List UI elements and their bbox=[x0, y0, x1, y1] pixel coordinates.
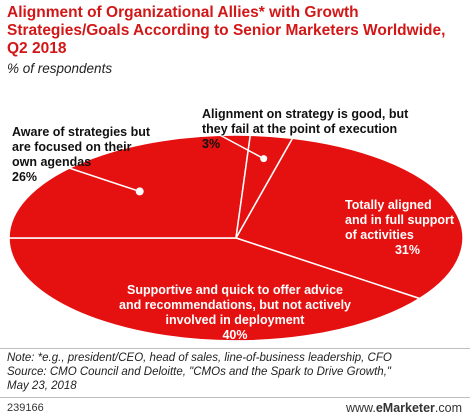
pie-slice-supportive bbox=[8, 237, 422, 342]
slice-label-totally-aligned: Totally aligned and in full support of a… bbox=[345, 183, 470, 273]
source-note: Note: *e.g., president/CEO, head of sale… bbox=[7, 352, 392, 392]
chart-id: 239166 bbox=[7, 402, 44, 414]
slice-value-totally-aligned: 31% bbox=[394, 243, 421, 257]
slice-label-supportive: Supportive and quick to offer advice and… bbox=[80, 268, 390, 358]
slice-value-alignment: 3% bbox=[202, 137, 221, 151]
slice-label-totally-aligned-text: Totally aligned and in full support of a… bbox=[345, 198, 455, 242]
brand-name: eMarketer bbox=[375, 401, 435, 415]
leader-dot-alignment bbox=[260, 155, 268, 163]
slice-label-supportive-text: Supportive and quick to offer advice and… bbox=[119, 283, 351, 327]
slice-label-alignment: Alignment on strategy is good, but they … bbox=[202, 92, 408, 167]
brand-prefix: www. bbox=[345, 401, 376, 415]
slice-label-aware: Aware of strategies but are focused on t… bbox=[12, 110, 150, 200]
footer-divider-bottom bbox=[0, 397, 470, 398]
pie-slice-totally-aligned bbox=[234, 137, 464, 300]
leader-dot-aware bbox=[135, 187, 144, 196]
pie-slice-fail-at-execution bbox=[235, 134, 294, 239]
leader-line-alignment bbox=[215, 132, 265, 160]
brand-suffix: .com bbox=[434, 401, 462, 415]
pie-slice-aware-own-agendas bbox=[8, 134, 252, 239]
slice-label-aware-text: Aware of strategies but are focused on t… bbox=[12, 125, 151, 169]
footer-divider-top bbox=[0, 348, 470, 349]
chart-title: Alignment of Organizational Allies* with… bbox=[7, 4, 446, 57]
leader-line-aware bbox=[53, 162, 140, 193]
slice-value-aware: 26% bbox=[12, 170, 38, 184]
slice-value-supportive: 40% bbox=[222, 328, 248, 342]
chart-subtitle: % of respondents bbox=[7, 61, 113, 76]
brand-credit: www.eMarketer.com bbox=[346, 401, 462, 415]
slice-label-alignment-text: Alignment on strategy is good, but they … bbox=[202, 107, 409, 136]
